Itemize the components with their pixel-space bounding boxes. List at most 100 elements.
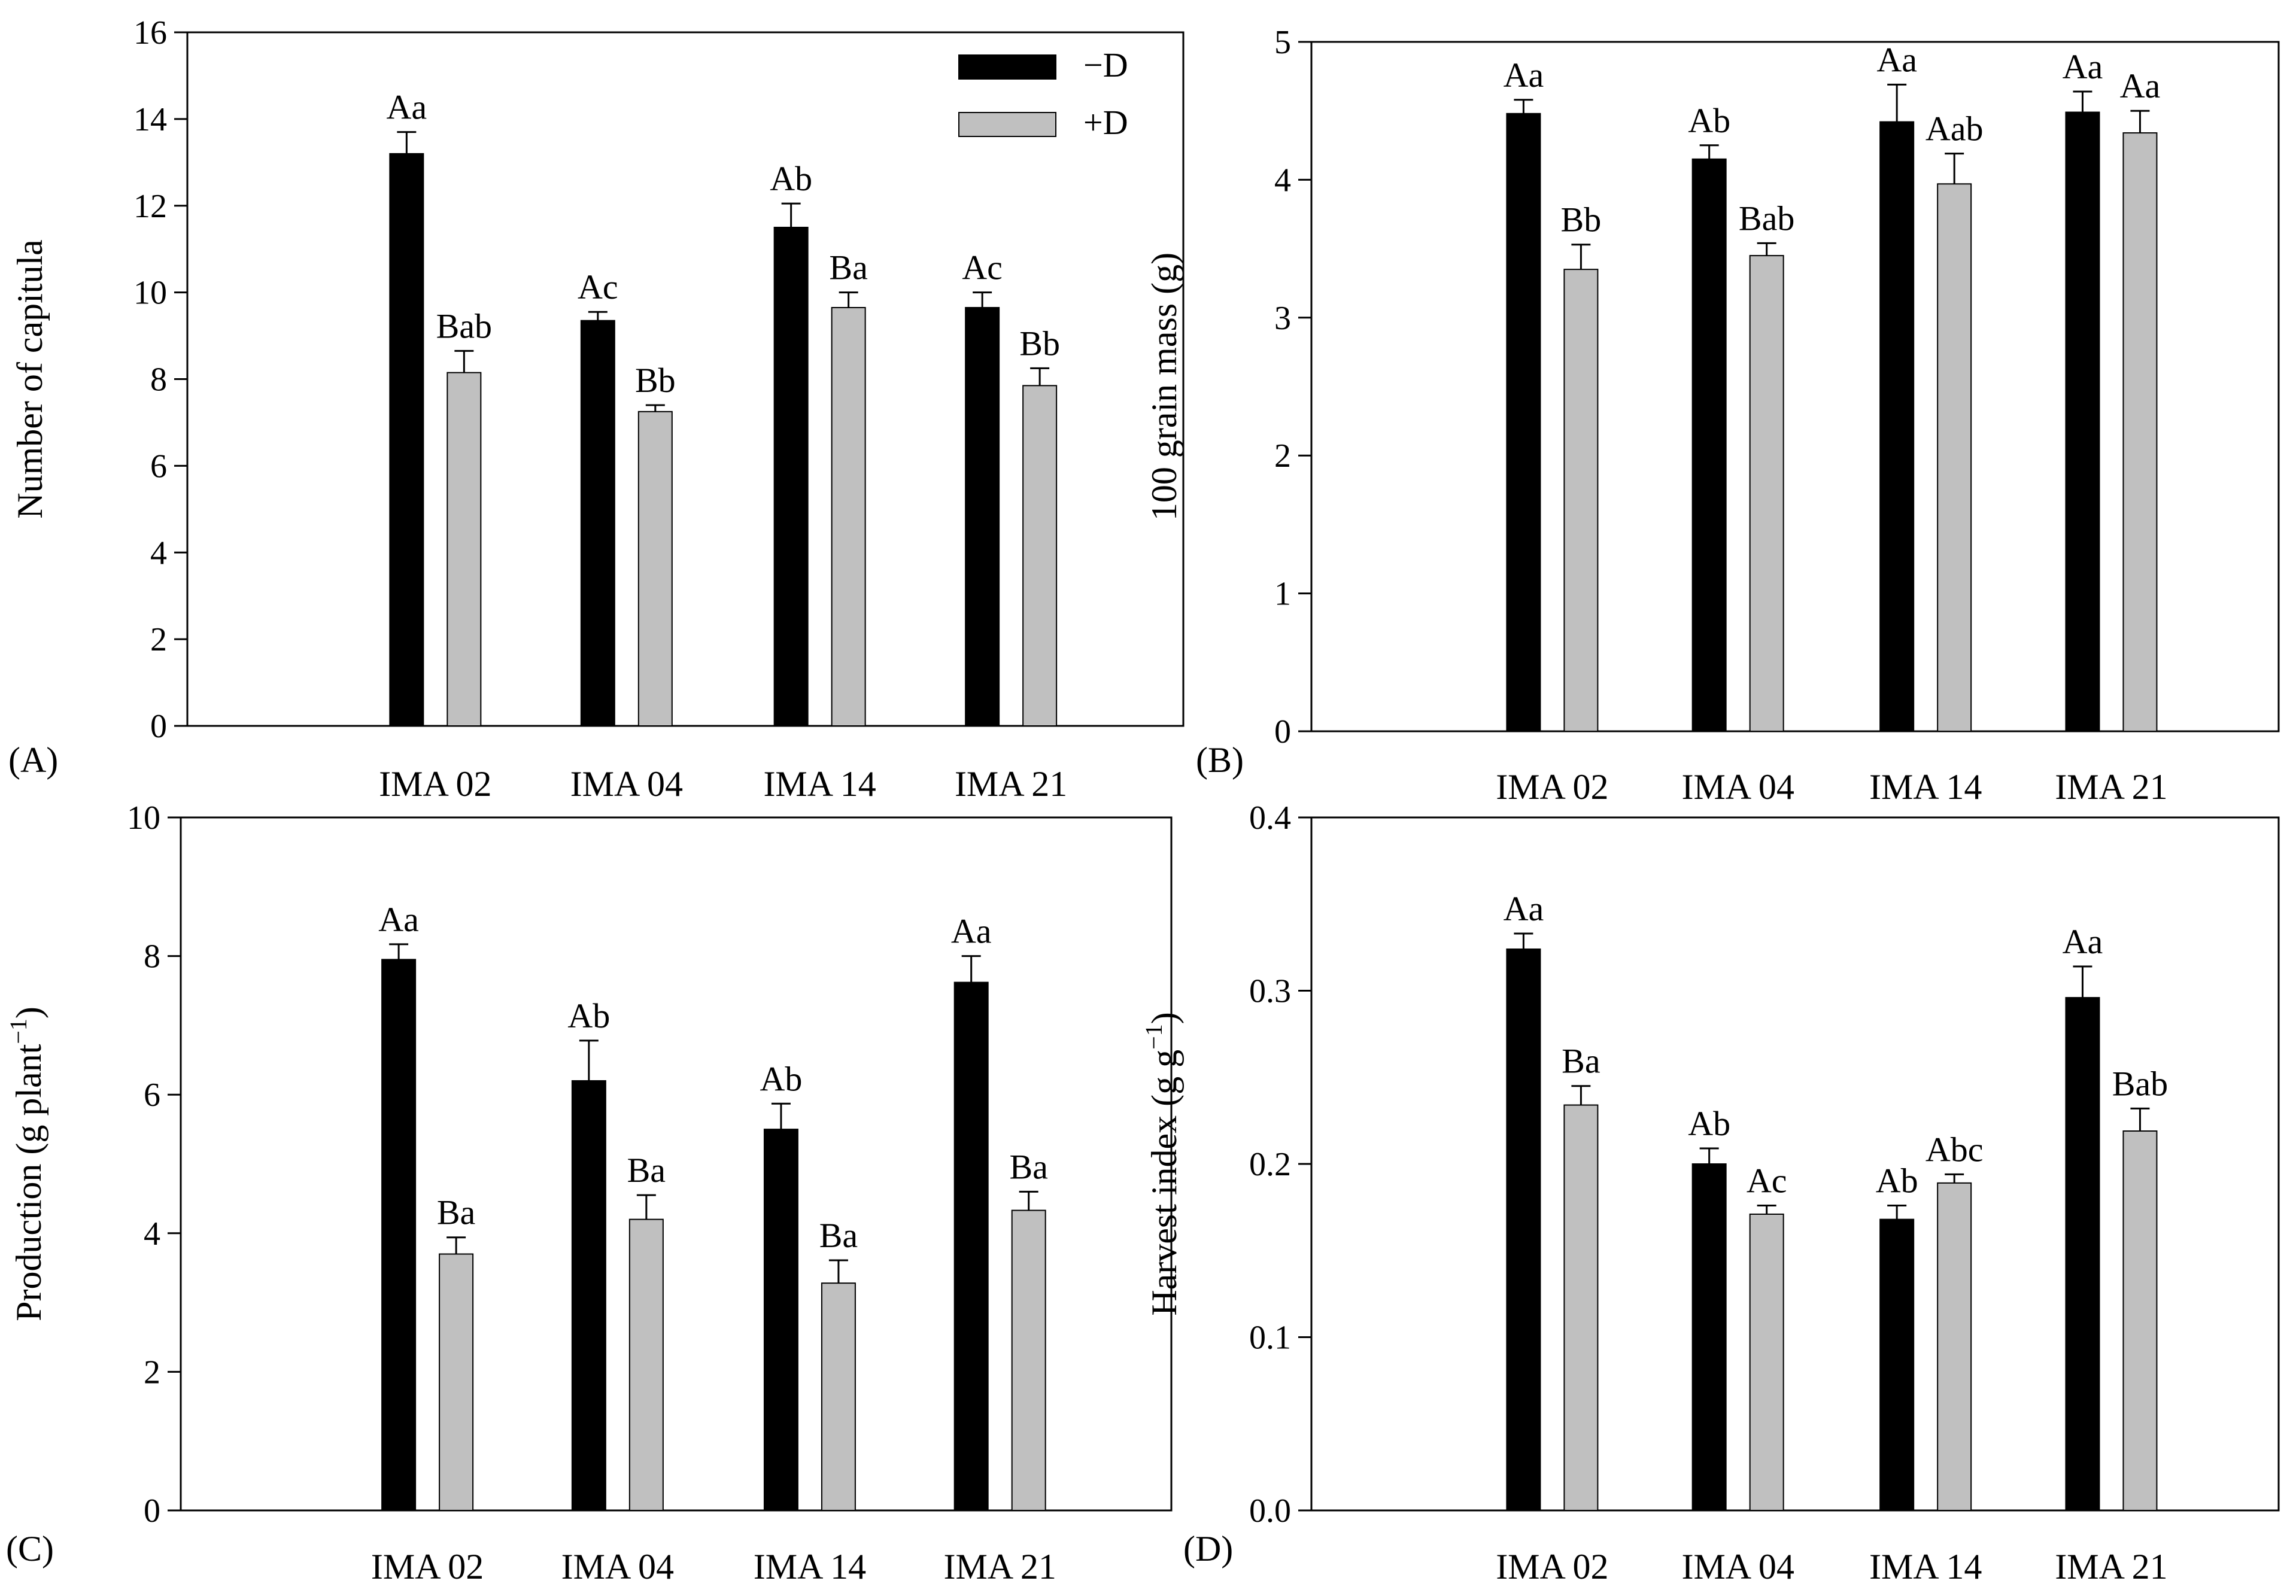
panel-label: (C) — [6, 1529, 54, 1568]
significance-label: Ab — [1688, 101, 1730, 140]
category-label: IMA 21 — [944, 1547, 1056, 1586]
y-axis-title-suffix: ) — [9, 1007, 48, 1019]
y-axis-title: Production (g plant−1) — [5, 1007, 48, 1321]
legend-label: +D — [1083, 103, 1128, 142]
y-tick-label: 3 — [1274, 300, 1291, 337]
significance-label: Ba — [627, 1151, 666, 1190]
bar-plus-d — [821, 1282, 856, 1512]
bar-minus-d — [1506, 949, 1541, 1511]
significance-label: Ac — [962, 248, 1003, 287]
category-label: IMA 02 — [1496, 1547, 1608, 1586]
significance-label: Ba — [1009, 1147, 1047, 1186]
y-tick-label: 14 — [133, 101, 167, 138]
significance-label: Ab — [1688, 1104, 1730, 1143]
category-label: IMA 21 — [2055, 767, 2167, 807]
bar-minus-d — [1691, 1163, 1727, 1511]
significance-label: Abc — [1926, 1130, 1984, 1169]
significance-label: Ba — [1562, 1042, 1600, 1081]
y-tick-label: 10 — [127, 799, 160, 837]
y-tick-label: 2 — [150, 621, 167, 658]
significance-label: Bb — [1561, 200, 1602, 239]
category-label: IMA 14 — [754, 1547, 866, 1586]
significance-label: Bab — [2112, 1064, 2168, 1103]
significance-label: Aa — [2120, 66, 2161, 105]
bar-plus-d — [447, 372, 482, 726]
category-label: IMA 14 — [763, 764, 876, 804]
bar-minus-d — [1879, 121, 1915, 732]
chart-panel-2: 0 1 2 3 4 5 100 grain mass (g) (B) Aa Bb IMA 02 Ab B… — [1144, 24, 2280, 807]
y-tick-label: 1 — [1274, 576, 1291, 613]
category-label: IMA 21 — [955, 764, 1067, 804]
bar-plus-d — [628, 1218, 664, 1511]
panel-label: (B) — [1196, 740, 1244, 780]
y-tick-label: 0.4 — [1249, 799, 1291, 837]
y-tick-label: 0.2 — [1249, 1146, 1291, 1183]
significance-label: Ac — [1747, 1161, 1787, 1200]
bar-minus-d — [953, 981, 989, 1511]
y-tick-label: 0 — [144, 1492, 160, 1530]
significance-label: Aa — [1504, 56, 1544, 95]
significance-label: Ab — [760, 1059, 802, 1098]
y-axis-title: Harvest index (g g−1) — [1140, 1012, 1184, 1315]
y-axis-title: Number of capitula — [10, 239, 50, 519]
bar-plus-d — [831, 306, 866, 726]
y-tick-label: 2 — [144, 1354, 160, 1391]
significance-label: Aa — [2063, 47, 2103, 86]
significance-label: Ab — [567, 996, 610, 1035]
y-tick-label: 4 — [150, 534, 167, 571]
category-label: IMA 14 — [1869, 767, 1982, 807]
bar-minus-d — [580, 320, 615, 726]
significance-label: Aa — [1504, 889, 1544, 928]
y-tick-label: 10 — [133, 275, 167, 312]
significance-label: Bab — [436, 306, 492, 345]
bar-plus-d — [2122, 132, 2158, 732]
bar-minus-d — [571, 1080, 606, 1512]
category-label: IMA 02 — [371, 1547, 484, 1586]
bar-plus-d — [637, 411, 673, 726]
legend-label: −D — [1083, 45, 1128, 84]
bar-plus-d — [1937, 183, 1972, 732]
significance-label: Ac — [578, 267, 618, 306]
bar-plus-d — [1011, 1209, 1046, 1512]
y-tick-label: 6 — [150, 448, 167, 485]
y-tick-label: 0.1 — [1249, 1320, 1291, 1357]
panel-label: (A) — [8, 740, 58, 780]
significance-label: Aa — [1876, 40, 1917, 79]
plot-frame — [180, 816, 1173, 1512]
y-axis-title: 100 grain mass (g) — [1144, 253, 1184, 521]
chart-panel-4: 0.0 0.1 0.2 0.3 0.4 Harvest index (g g−1) (D) A… — [1140, 799, 2280, 1586]
y-tick-label: 0 — [1274, 713, 1291, 750]
bar-minus-d — [1691, 158, 1727, 732]
legend-swatch — [958, 112, 1056, 137]
bar-minus-d — [2065, 997, 2100, 1511]
category-label: IMA 04 — [561, 1547, 674, 1586]
y-tick-label: 12 — [133, 188, 167, 225]
significance-label: Ba — [829, 248, 867, 287]
y-tick-label: 4 — [144, 1215, 160, 1253]
y-tick-label: 4 — [1274, 162, 1291, 199]
significance-label: Ba — [819, 1216, 858, 1255]
significance-label: Ab — [1876, 1161, 1918, 1200]
y-tick-label: 0 — [150, 708, 167, 745]
category-label: IMA 14 — [1869, 1547, 1982, 1586]
bar-plus-d — [1749, 1213, 1784, 1511]
y-tick-label: 2 — [1274, 437, 1291, 475]
category-label: IMA 04 — [570, 764, 683, 804]
bar-minus-d — [773, 226, 809, 726]
panel-label: (D) — [1183, 1529, 1233, 1568]
legend: −D +D — [958, 45, 1128, 142]
bar-minus-d — [381, 959, 417, 1511]
bar-plus-d — [1563, 1104, 1599, 1511]
significance-label: Ba — [437, 1193, 475, 1232]
bar-plus-d — [1937, 1182, 1972, 1511]
bar-plus-d — [1749, 255, 1784, 732]
legend-swatch — [958, 54, 1056, 80]
y-tick-label: 16 — [133, 14, 167, 51]
significance-label: Aa — [378, 900, 419, 939]
significance-label: Bb — [1019, 324, 1060, 363]
significance-label: Ab — [770, 159, 812, 198]
chart-panel-3: 0 2 4 6 8 10 Production (g plant−1) (C) Aa Ba IMA … — [5, 799, 1173, 1586]
y-tick-label: 5 — [1274, 24, 1291, 61]
significance-label: Bab — [1739, 199, 1794, 238]
category-label: IMA 04 — [1681, 767, 1794, 807]
